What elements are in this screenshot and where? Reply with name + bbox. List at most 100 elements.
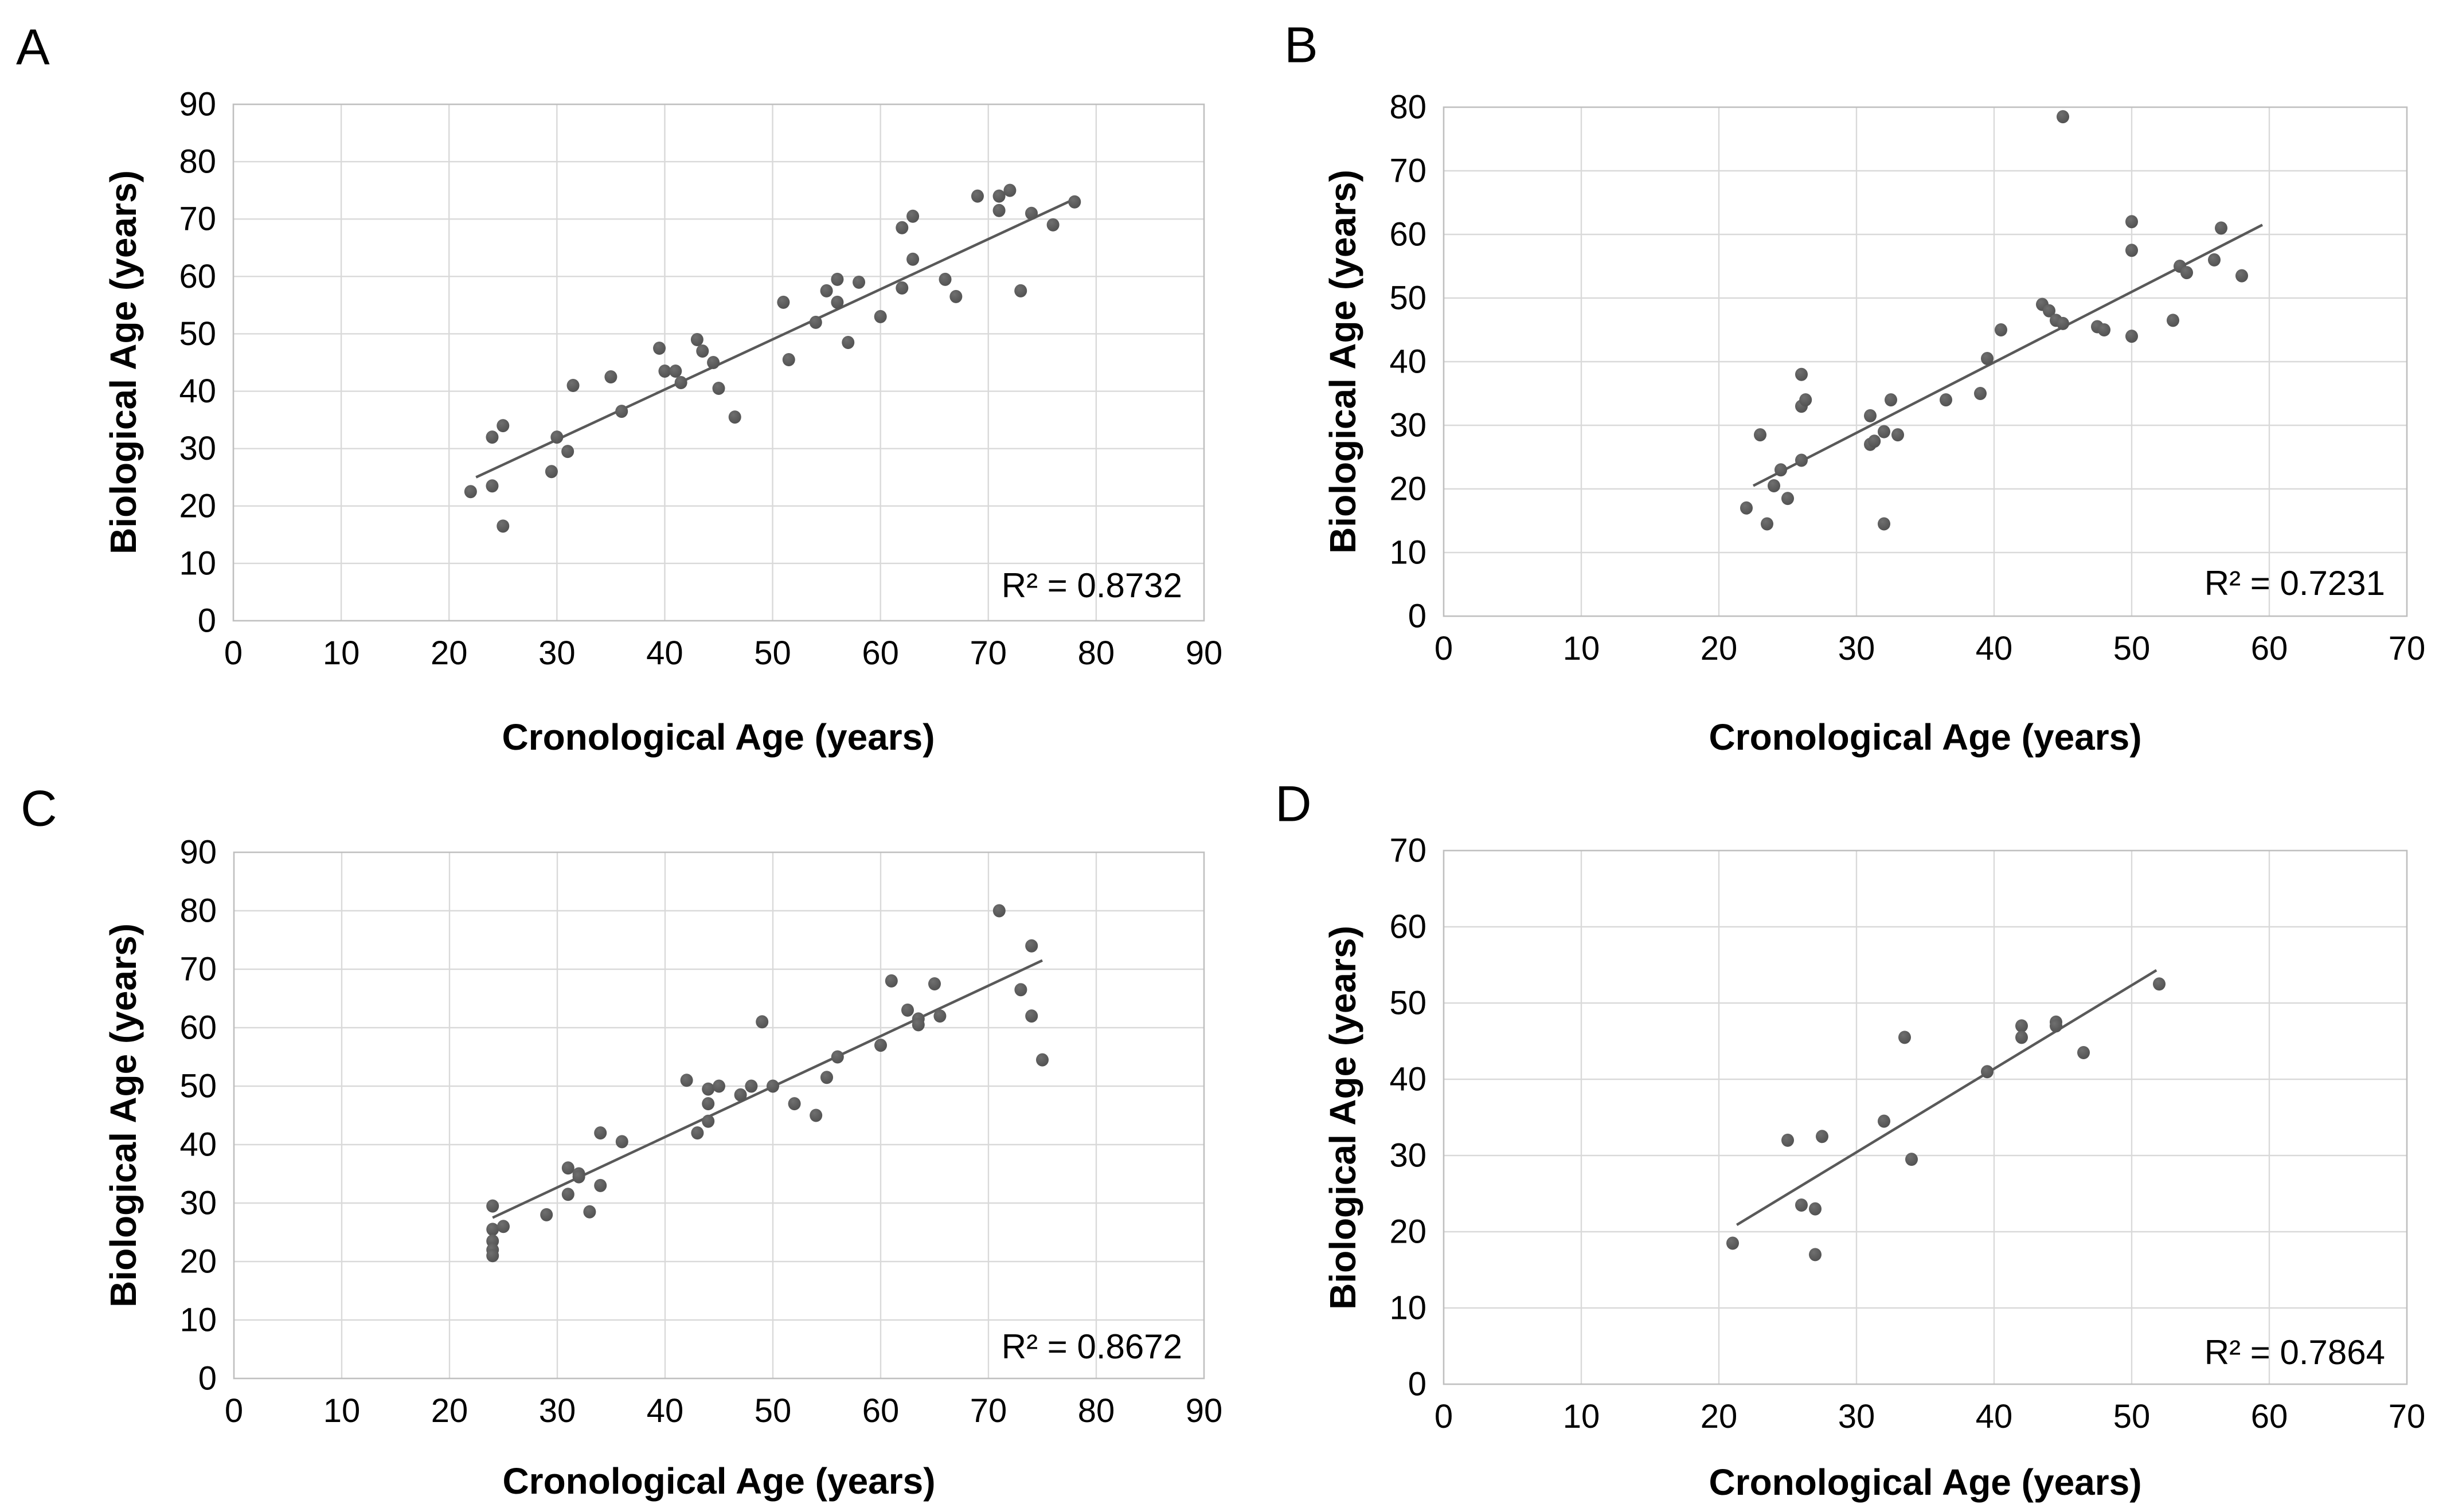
panel-a: 0 10 20 30 40 50 60 70 80 90 0 10 20 30 40 50 60 70 80 90 A C… xyxy=(16,19,1222,758)
plot-border xyxy=(232,103,1205,622)
data-point xyxy=(896,221,909,234)
data-point xyxy=(745,1079,758,1093)
y-tick-label: 30 xyxy=(179,1185,217,1222)
data-point xyxy=(809,315,822,329)
x-tick-label: 0 xyxy=(1435,1398,1453,1435)
x-tick-label: 90 xyxy=(1186,1392,1223,1429)
data-point xyxy=(583,1205,596,1219)
data-point xyxy=(1025,206,1038,220)
x-tick-label: 90 xyxy=(1186,634,1223,672)
x-axis-title: Cronological Age (years) xyxy=(502,1460,935,1502)
y-tick-label: 0 xyxy=(1408,1366,1426,1403)
y-tick-label: 10 xyxy=(1389,534,1426,571)
x-tick-label: 60 xyxy=(862,1392,900,1429)
x-tick-label: 50 xyxy=(755,1392,792,1429)
x-tick-label: 60 xyxy=(2251,1398,2288,1435)
data-point xyxy=(2215,221,2227,235)
data-point xyxy=(912,1018,925,1032)
y-tick-label: 10 xyxy=(1389,1290,1426,1327)
y-tick-label: 80 xyxy=(179,143,216,181)
data-point xyxy=(2167,314,2179,327)
data-point xyxy=(1726,1236,1739,1250)
data-point xyxy=(949,289,963,303)
data-point xyxy=(1995,323,2007,336)
data-point xyxy=(933,1009,947,1023)
data-point xyxy=(561,1161,574,1175)
data-point xyxy=(702,1082,715,1096)
x-axis-title: Cronological Age (years) xyxy=(502,716,935,758)
data-point xyxy=(928,977,941,990)
y-axis-title: Biological Age (years) xyxy=(103,923,144,1307)
panel-label: B xyxy=(1284,17,1318,73)
data-point xyxy=(728,410,741,424)
data-point xyxy=(486,430,499,444)
data-point xyxy=(690,332,703,346)
data-point xyxy=(713,1079,725,1093)
data-point xyxy=(653,341,666,355)
x-tick-label: 20 xyxy=(431,634,468,672)
data-point xyxy=(1781,1133,1794,1147)
data-point xyxy=(788,1097,801,1111)
data-point xyxy=(1868,434,1881,448)
data-point xyxy=(2153,977,2166,991)
data-point xyxy=(1781,492,1794,506)
data-point xyxy=(901,1003,914,1017)
y-tick-label: 10 xyxy=(179,545,216,582)
x-tick-label: 10 xyxy=(1563,1398,1600,1435)
x-tick-label: 60 xyxy=(2251,630,2288,667)
data-point xyxy=(1974,387,1987,400)
data-point xyxy=(1795,367,1808,381)
data-point xyxy=(572,1170,585,1184)
trendline xyxy=(1752,224,2264,487)
data-point xyxy=(1885,393,1897,407)
r-squared-label: R² = 0.8732 xyxy=(1002,566,1182,605)
data-point xyxy=(658,365,671,378)
x-tick-label: 50 xyxy=(2113,1398,2151,1435)
x-tick-label: 10 xyxy=(1563,630,1600,667)
data-point xyxy=(777,295,790,309)
x-tick-label: 40 xyxy=(646,634,683,672)
data-point xyxy=(707,356,720,369)
data-point xyxy=(691,1126,704,1140)
panel-label: D xyxy=(1275,775,1312,832)
y-tick-label: 40 xyxy=(179,1126,217,1164)
data-point xyxy=(486,479,499,493)
data-point xyxy=(1046,218,1060,232)
x-tick-label: 70 xyxy=(2389,630,2426,667)
y-tick-label: 30 xyxy=(179,430,216,467)
data-point xyxy=(1754,428,1766,442)
data-point xyxy=(874,310,887,323)
data-point xyxy=(842,335,855,349)
y-tick-label: 20 xyxy=(179,1243,217,1280)
panel-label: A xyxy=(16,19,50,76)
y-tick-label: 90 xyxy=(179,834,217,871)
data-point xyxy=(540,1208,553,1221)
y-tick-label: 90 xyxy=(179,86,216,123)
y-tick-label: 70 xyxy=(1389,832,1426,869)
data-point xyxy=(874,1039,887,1052)
x-tick-label: 40 xyxy=(1976,630,2013,667)
data-point xyxy=(1878,517,1890,531)
panel-label: C xyxy=(21,780,57,837)
y-tick-label: 0 xyxy=(198,1360,217,1397)
x-tick-label: 40 xyxy=(1976,1398,2013,1435)
data-point xyxy=(831,272,844,286)
x-tick-label: 30 xyxy=(539,1392,576,1429)
y-tick-label: 20 xyxy=(1389,1213,1426,1251)
data-point xyxy=(939,272,952,286)
x-tick-label: 70 xyxy=(970,634,1007,672)
y-tick-label: 50 xyxy=(1389,985,1426,1022)
data-point xyxy=(712,382,725,395)
y-tick-label: 30 xyxy=(1389,1137,1426,1174)
data-point xyxy=(464,485,477,499)
y-tick-label: 20 xyxy=(1389,471,1426,508)
data-point xyxy=(594,1178,607,1192)
data-point xyxy=(756,1015,769,1029)
x-tick-label: 80 xyxy=(1078,634,1115,672)
data-point xyxy=(2050,1019,2062,1033)
y-tick-label: 70 xyxy=(1389,152,1426,190)
data-point xyxy=(669,365,682,378)
data-point xyxy=(1068,195,1081,209)
data-point xyxy=(1014,284,1027,297)
